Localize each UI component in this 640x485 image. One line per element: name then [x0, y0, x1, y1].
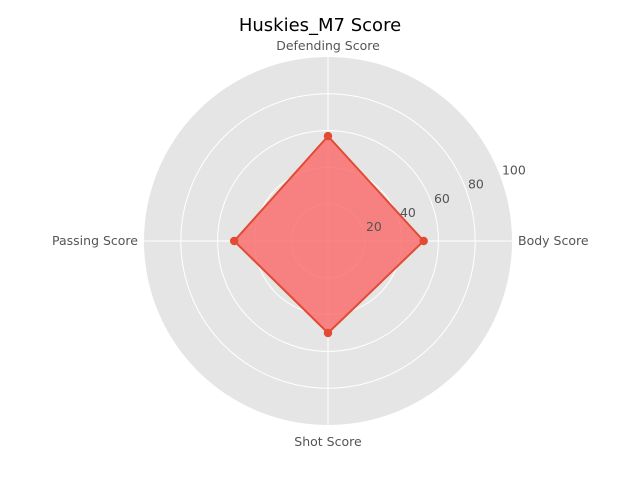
tick-label-40: 40	[400, 205, 416, 220]
axis-label-2: Passing Score	[52, 233, 138, 248]
axis-labels: Body Score Defending Score Passing Score Sh…	[52, 38, 589, 449]
axis-label-3: Shot Score	[294, 434, 362, 449]
data-point-2	[229, 236, 239, 246]
series-layer	[229, 131, 428, 338]
tick-label-60: 60	[434, 191, 450, 206]
tick-label-20: 20	[366, 219, 382, 234]
tick-label-80: 80	[468, 177, 484, 192]
tick-labels: 20 40 60 80 100	[366, 163, 526, 234]
data-point-1	[323, 131, 333, 141]
axis-label-0: Body Score	[518, 233, 589, 248]
chart-title: Huskies_M7 Score	[239, 15, 401, 36]
tick-label-100: 100	[502, 163, 526, 178]
data-point-0	[419, 236, 428, 246]
series-area	[234, 136, 424, 333]
axis-label-1: Defending Score	[276, 38, 380, 53]
data-point-3	[323, 328, 333, 338]
